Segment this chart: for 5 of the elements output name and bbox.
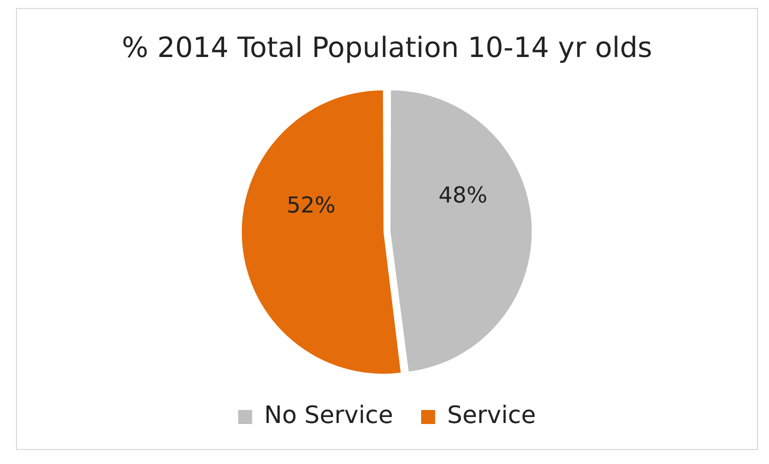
data-label: 48% <box>438 184 488 209</box>
legend-label: No Service <box>264 401 394 430</box>
chart-title: % 2014 Total Population 10-14 yr olds <box>122 31 652 64</box>
legend-label: Service <box>447 401 536 430</box>
data-label: 52% <box>286 193 336 218</box>
